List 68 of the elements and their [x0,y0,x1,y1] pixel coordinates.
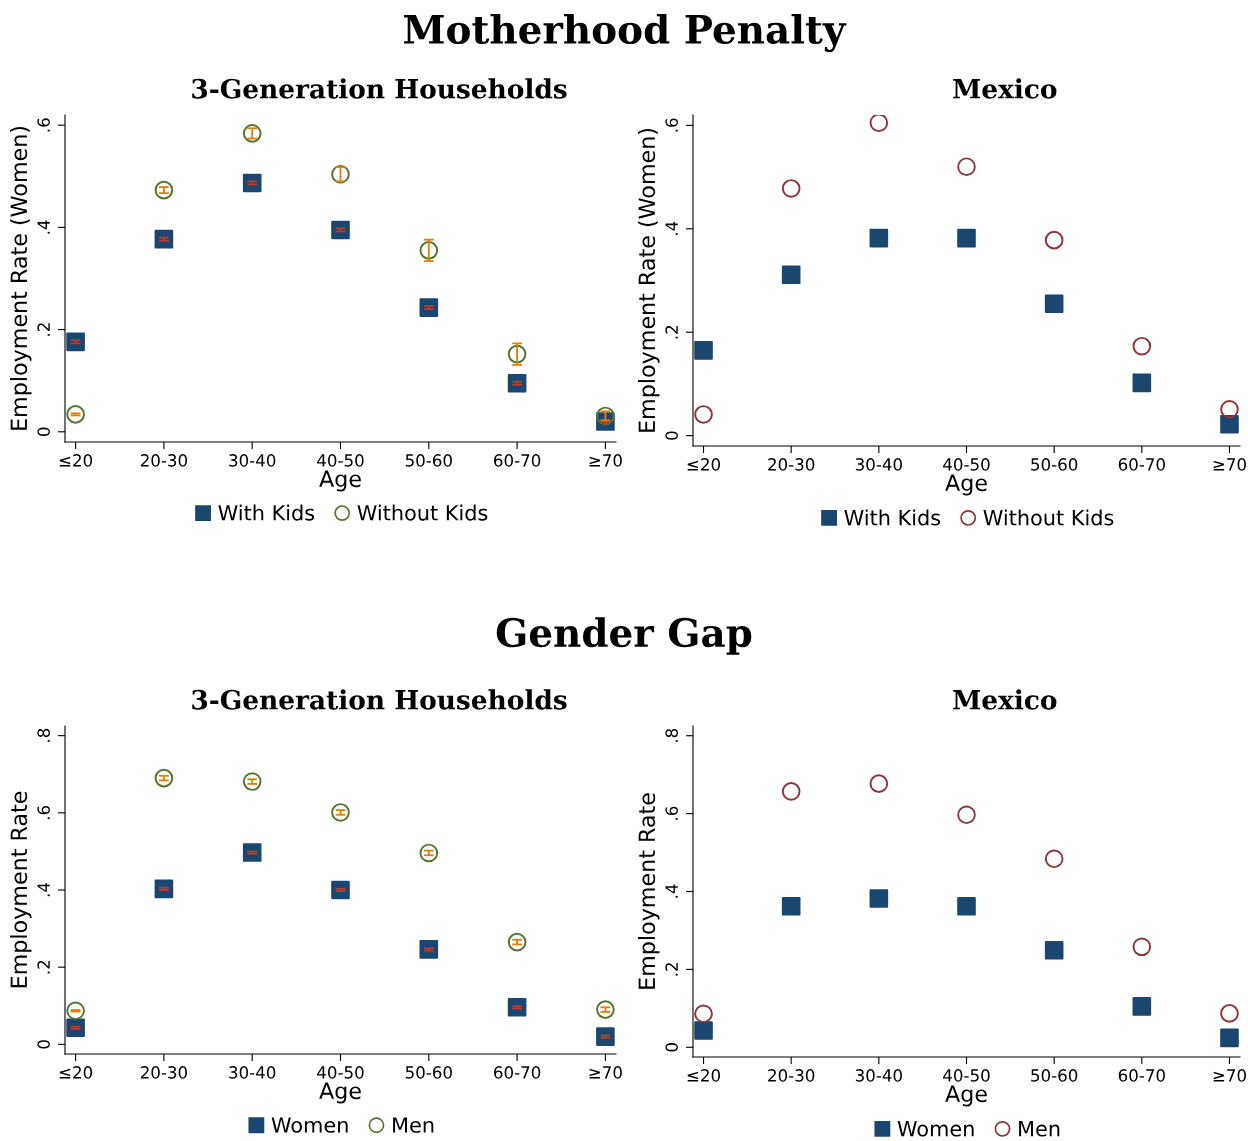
x-tick-label: 50-60 [1031,458,1078,471]
x-axis-title: Age [319,470,361,492]
x-tick-label: 50-60 [405,454,452,467]
x-tick-label: 60-70 [1118,458,1165,471]
chart-title: 3-Generation Households [192,689,567,710]
legend-label: Without Kids [983,509,1114,526]
text: Gender Gap [496,617,752,655]
legend-label: Men [1019,1121,1060,1137]
x-tick-label: 40-50 [317,1066,364,1079]
x-tick-label: ≤20 [59,1066,93,1079]
y-tick-label: .2 [37,323,50,336]
x-tick-label: 40-50 [943,1069,990,1082]
x-tick-label: 40-50 [943,458,990,471]
x-tick-label: ≥70 [589,1066,622,1079]
x-tick-label: 30-40 [229,1066,276,1079]
y-tick-label: .4 [37,220,50,234]
x-tick-label: 40-50 [317,454,364,467]
chart-title: Mexico [953,78,1057,99]
y-tick-label: .4 [37,882,50,897]
y-tick-label: .4 [665,884,678,898]
legend-label: Men [393,1117,434,1133]
x-tick-label: ≤20 [59,454,93,467]
x-tick-label: 60-70 [494,454,541,467]
text: Motherhood Penalty [404,13,847,53]
x-tick-label: ≥70 [1213,1069,1246,1082]
y-tick-label: .6 [37,118,50,132]
y-tick-label: 0 [37,427,50,436]
x-tick-label: 50-60 [1031,1069,1078,1082]
x-tick-label: 20-30 [768,1069,815,1082]
x-tick-label: ≥70 [1213,458,1246,471]
y-tick-label: 0 [665,431,678,440]
x-tick-label: ≤20 [687,458,720,471]
legend-label: With Kids [218,504,315,521]
x-tick-label: 20-30 [140,454,188,467]
y-tick-label: .6 [37,805,50,819]
legend-label: Women [271,1117,348,1133]
x-tick-label: 30-40 [229,454,276,467]
y-axis-title: Employment Rate (Women) [638,128,660,432]
y-tick-label: 0 [37,1040,50,1049]
y-tick-label: .4 [665,221,678,235]
chart-title: Mexico [953,689,1057,710]
y-tick-label: .2 [37,960,50,974]
y-tick-label: .6 [665,806,678,820]
y-axis-title: Employment Rate (Women) [10,126,32,430]
x-tick-label: ≤20 [687,1069,720,1082]
y-tick-label: .8 [665,728,678,742]
x-axis-title: Age [319,1082,361,1104]
x-tick-label: 20-30 [140,1066,188,1079]
chart-title: 3-Generation Households [192,78,567,99]
x-tick-label: 50-60 [405,1066,452,1079]
x-tick-label: 60-70 [494,1066,541,1079]
legend-label: Women [897,1121,974,1137]
y-axis-title: Employment Rate [10,791,32,988]
y-tick-label: .6 [665,118,678,132]
x-tick-label: ≥70 [589,454,622,467]
y-tick-label: .2 [665,963,678,976]
x-axis-title: Age [945,474,987,496]
y-tick-label: .2 [665,325,678,339]
legend-label: Without Kids [357,504,488,521]
y-axis-title: Employment Rate [638,793,660,989]
y-tick-label: .8 [37,728,50,742]
x-tick-label: 30-40 [855,1069,902,1082]
x-tick-label: 60-70 [1118,1069,1165,1082]
y-tick-label: 0 [665,1043,678,1052]
x-tick-label: 30-40 [855,458,902,471]
legend-label: With Kids [844,509,941,526]
x-axis-title: Age [945,1085,987,1107]
x-tick-label: 20-30 [768,458,815,471]
